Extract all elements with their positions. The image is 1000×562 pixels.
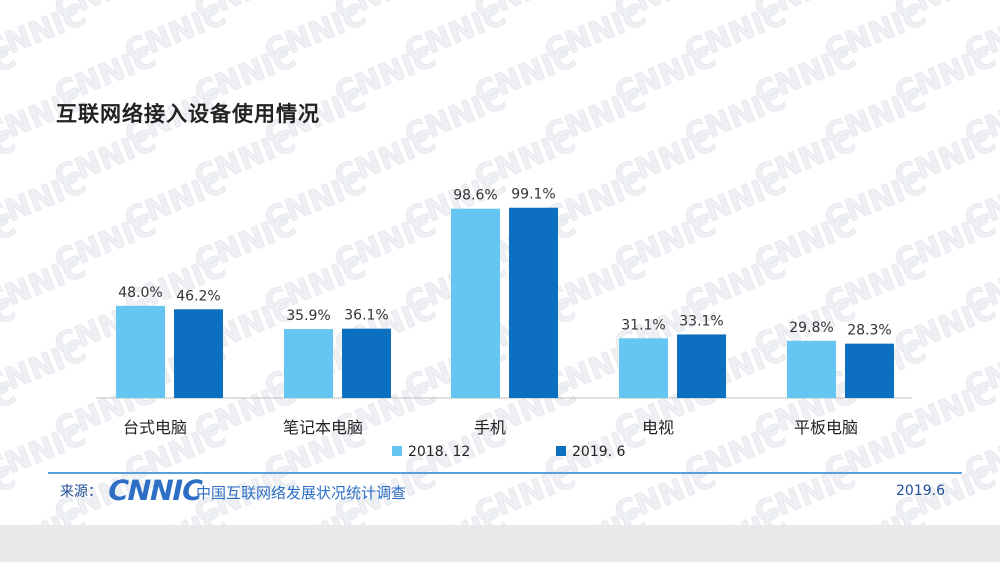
bar <box>845 343 894 398</box>
bar <box>619 338 668 398</box>
data-label: 33.1% <box>679 313 723 329</box>
data-label: 28.3% <box>847 323 891 339</box>
category-label: 平板电脑 <box>794 418 858 437</box>
data-label: 35.9% <box>286 308 330 324</box>
chart-title: 互联网络接入设备使用情况 <box>56 101 320 126</box>
org-name: 中国互联网络发展状况统计调查 <box>196 484 407 502</box>
data-label: 48.0% <box>118 285 162 301</box>
bar <box>509 207 558 398</box>
bar <box>787 340 836 398</box>
bars-layer: 48.0% 46.2% 台式电脑 35.9% 36.1% 笔记本电脑 98.6% 99.1% 手… <box>116 187 894 437</box>
bar <box>451 208 500 398</box>
report-date: 2019.6 <box>896 483 945 499</box>
legend-label: 2019. 6 <box>572 444 626 460</box>
data-label: 29.8% <box>789 320 833 336</box>
legend-swatch <box>556 446 566 456</box>
source-label: 来源： <box>60 484 102 500</box>
category-label: 电视 <box>642 418 674 437</box>
category-label: 台式电脑 <box>123 418 187 437</box>
bar <box>342 328 391 398</box>
bar <box>284 329 333 398</box>
data-label: 98.6% <box>453 188 497 204</box>
bar <box>174 309 223 398</box>
legend-label: 2018. 12 <box>408 444 470 460</box>
data-label: 31.1% <box>621 317 665 333</box>
data-label: 46.2% <box>176 288 220 304</box>
legend: 2018. 12 2019. 6 <box>392 444 626 460</box>
category-label: 手机 <box>474 418 506 437</box>
slide: CNNIC CNNIC CNNIC CNNIC CNNIC CNNIC CNNIC CNNIC… <box>0 0 1000 525</box>
cnnic-logo: CNNIC <box>104 474 205 507</box>
data-label: 36.1% <box>344 308 388 324</box>
legend-swatch <box>392 446 402 456</box>
category-label: 笔记本电脑 <box>283 418 363 437</box>
bar-chart: 48.0% 46.2% 台式电脑 35.9% 36.1% 笔记本电脑 98.6% 99.1% 手… <box>96 187 912 460</box>
bar <box>116 305 165 398</box>
footer-divider <box>48 472 962 474</box>
bar <box>677 334 726 398</box>
data-label: 99.1% <box>511 187 555 203</box>
